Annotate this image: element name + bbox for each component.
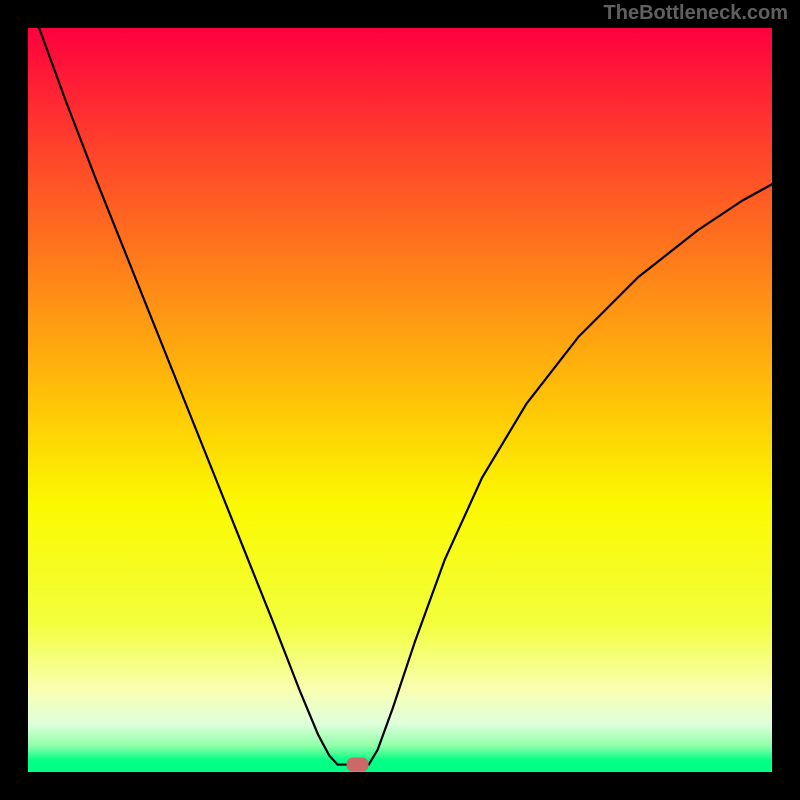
bottleneck-chart: [28, 28, 772, 772]
plot-area: [28, 28, 772, 772]
watermark-text: TheBottleneck.com: [604, 2, 788, 25]
valley-marker: [347, 758, 369, 772]
gradient-background: [28, 28, 772, 772]
